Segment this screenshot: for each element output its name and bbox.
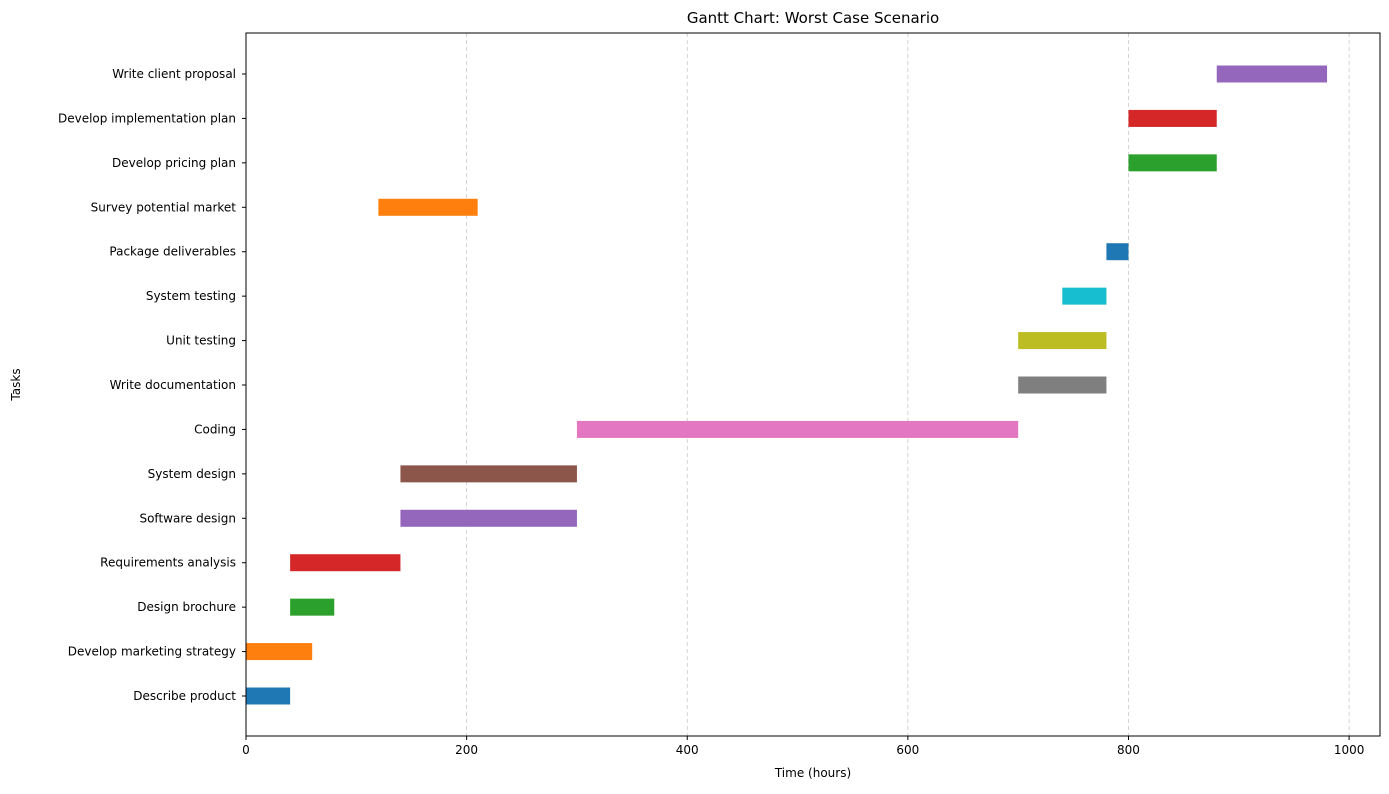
task-bar	[1128, 109, 1217, 127]
task-bar	[400, 465, 577, 483]
task-bar	[400, 509, 577, 527]
y-tick-label: System design	[148, 467, 236, 481]
task-bar	[1128, 154, 1217, 172]
y-tick-label: Develop pricing plan	[112, 156, 236, 170]
y-tick-label: Write client proposal	[112, 67, 236, 81]
task-bar	[1106, 243, 1129, 261]
y-axis-label: Tasks	[9, 368, 23, 401]
x-tick-label: 0	[242, 743, 250, 757]
task-bar	[290, 598, 335, 616]
task-bar	[246, 687, 291, 705]
task-bar	[1018, 332, 1107, 350]
x-ticks: 0 200 400 600 800 1000	[242, 736, 1364, 757]
y-tick-label: Design brochure	[137, 600, 236, 614]
y-tick-label: Develop marketing strategy	[68, 645, 236, 659]
y-ticks: Describe product Develop marketing strate…	[58, 67, 246, 703]
y-tick-label: Unit testing	[166, 334, 236, 348]
task-bar	[1018, 376, 1107, 394]
x-tick-label: 800	[1117, 743, 1140, 757]
chart-title: Gantt Chart: Worst Case Scenario	[687, 9, 939, 27]
y-tick-label: Package deliverables	[109, 245, 236, 259]
task-bar	[378, 198, 478, 216]
task-bar	[1062, 287, 1107, 305]
task-bar	[246, 643, 313, 661]
y-tick-label: Describe product	[133, 689, 236, 703]
task-bars	[246, 65, 1328, 705]
y-tick-label: Coding	[194, 422, 236, 436]
plot-frame	[245, 32, 1381, 737]
x-axis-label: Time (hours)	[774, 766, 851, 780]
y-tick-label: Develop implementation plan	[58, 111, 236, 125]
y-tick-label: Software design	[139, 511, 236, 525]
x-tick-label: 1000	[1334, 743, 1365, 757]
task-bar	[1216, 65, 1328, 83]
task-bar	[576, 420, 1019, 438]
y-tick-label: System testing	[146, 289, 236, 303]
grid-lines	[466, 33, 1350, 736]
x-tick-label: 200	[455, 743, 478, 757]
y-tick-label: Write documentation	[110, 378, 236, 392]
x-tick-label: 600	[896, 743, 919, 757]
x-tick-label: 400	[676, 743, 699, 757]
task-bar	[290, 554, 401, 572]
y-tick-label: Survey potential market	[91, 200, 237, 214]
y-tick-label: Requirements analysis	[100, 556, 236, 570]
